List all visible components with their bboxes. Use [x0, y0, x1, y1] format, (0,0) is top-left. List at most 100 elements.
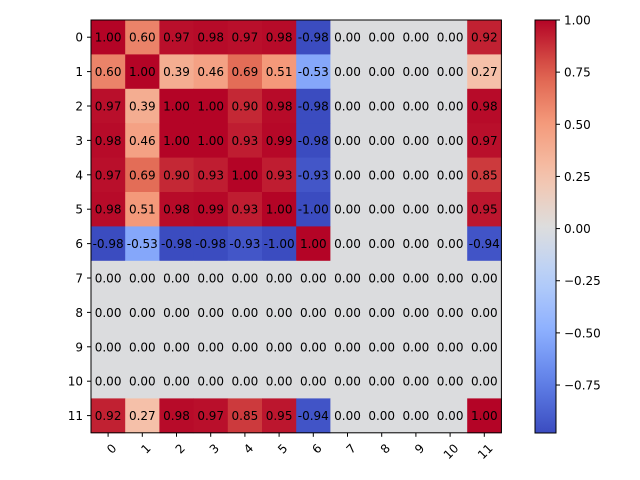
- colorbar-tick-label-0: 1.00: [564, 14, 591, 28]
- cell-label-9-7: 0.00: [334, 340, 361, 354]
- y-tick-label-1: 1: [75, 65, 83, 79]
- cell-label-5-11: 0.95: [471, 203, 498, 217]
- cell-label-8-8: 0.00: [368, 306, 395, 320]
- heatmap-cell-11-7: [330, 398, 365, 434]
- cell-label-6-9: 0.00: [403, 237, 430, 251]
- cell-label-8-3: 0.00: [197, 306, 224, 320]
- cell-label-9-2: 0.00: [163, 340, 190, 354]
- cell-label-11-2: 0.98: [163, 409, 190, 423]
- plot-frame: [90, 19, 502, 434]
- heatmap-cell-7-1: [125, 260, 160, 296]
- cell-label-4-9: 0.00: [403, 168, 430, 182]
- heatmap-cell-3-8: [364, 123, 400, 158]
- cell-label-0-5: 0.98: [266, 31, 293, 45]
- heatmap-cell-10-8: [364, 364, 400, 399]
- heatmap-cell-4-7: [330, 157, 365, 193]
- cell-label-1-2: 0.39: [163, 65, 190, 79]
- heatmap-cell-11-10: [433, 398, 468, 434]
- cell-label-2-2: 1.00: [163, 100, 190, 114]
- cell-label-1-6: -0.53: [298, 65, 329, 79]
- cell-label-5-4: 0.93: [232, 203, 259, 217]
- heatmap-cell-2-8: [364, 88, 400, 124]
- heatmap-cell-6-6: [296, 226, 331, 262]
- cell-label-11-11: 1.00: [471, 409, 498, 423]
- heatmap-cell-9-4: [227, 329, 263, 365]
- cell-label-7-0: 0.00: [95, 272, 122, 286]
- cell-label-6-0: -0.98: [93, 237, 124, 251]
- cell-label-6-6: 1.00: [300, 237, 327, 251]
- heatmap-cell-6-9: [398, 226, 434, 262]
- cell-label-11-3: 0.97: [197, 409, 224, 423]
- cell-label-3-2: 1.00: [163, 134, 190, 148]
- heatmap-cell-0-11: [467, 20, 502, 55]
- heatmap-cell-3-1: [125, 123, 160, 158]
- heatmap-cell-11-0: [91, 398, 126, 434]
- heatmap-cell-3-10: [433, 123, 468, 158]
- heatmap-cell-5-0: [91, 192, 126, 227]
- cell-label-8-4: 0.00: [232, 306, 259, 320]
- cell-label-1-1: 1.00: [129, 65, 156, 79]
- cell-label-0-8: 0.00: [368, 31, 395, 45]
- heatmap-cell-3-0: [91, 123, 126, 158]
- heatmap-cell-4-3: [193, 157, 229, 193]
- heatmap-cell-6-0: [91, 226, 126, 262]
- heatmap-cell-3-5: [262, 123, 297, 158]
- cell-label-9-4: 0.00: [232, 340, 259, 354]
- cell-label-6-11: -0.94: [469, 237, 500, 251]
- cell-label-6-10: 0.00: [437, 237, 464, 251]
- heatmap-cell-4-4: [227, 157, 263, 193]
- heatmap-cell-8-3: [193, 295, 229, 330]
- heatmap-cell-0-2: [159, 20, 194, 55]
- heatmap-cell-9-2: [159, 329, 194, 365]
- cell-label-8-9: 0.00: [403, 306, 430, 320]
- heatmap-cell-11-11: [467, 398, 502, 434]
- heatmap-cell-2-4: [227, 88, 263, 124]
- x-tick-label-4: 4: [241, 441, 256, 456]
- heatmap-cell-7-3: [193, 260, 229, 296]
- cell-label-6-5: -1.00: [264, 237, 295, 251]
- heatmap-cell-3-6: [296, 123, 331, 158]
- cell-label-10-11: 0.00: [471, 375, 498, 389]
- heatmap-cell-8-0: [91, 295, 126, 330]
- cell-label-4-10: 0.00: [437, 168, 464, 182]
- cell-label-1-4: 0.69: [232, 65, 259, 79]
- cell-label-3-3: 1.00: [197, 134, 224, 148]
- heatmap-cell-2-3: [193, 88, 229, 124]
- cell-label-4-7: 0.00: [334, 168, 361, 182]
- cell-label-7-7: 0.00: [334, 272, 361, 286]
- heatmap-cell-1-0: [91, 54, 126, 90]
- heatmap-cell-7-4: [227, 260, 263, 296]
- heatmap-cell-4-10: [433, 157, 468, 193]
- cell-label-1-11: 0.27: [471, 65, 498, 79]
- cell-label-3-9: 0.00: [403, 134, 430, 148]
- heatmap-cell-9-0: [91, 329, 126, 365]
- cell-label-0-3: 0.98: [197, 31, 224, 45]
- cell-label-7-2: 0.00: [163, 272, 190, 286]
- heatmap-cell-1-8: [364, 54, 400, 90]
- cell-label-1-7: 0.00: [334, 65, 361, 79]
- heatmap-cell-10-4: [227, 364, 263, 399]
- heatmap-cell-1-4: [227, 54, 263, 90]
- heatmap-cell-0-1: [125, 20, 160, 55]
- heatmap-cell-0-7: [330, 20, 365, 55]
- cell-label-2-5: 0.98: [266, 100, 293, 114]
- heatmap-cell-5-2: [159, 192, 194, 227]
- cell-label-6-2: -0.98: [161, 237, 192, 251]
- cell-label-2-3: 1.00: [197, 100, 224, 114]
- heatmap-cell-6-11: [467, 226, 502, 262]
- cell-label-0-1: 0.60: [129, 31, 156, 45]
- cell-label-6-1: -0.53: [127, 237, 158, 251]
- heatmap-cell-2-10: [433, 88, 468, 124]
- heatmap-cell-0-9: [398, 20, 434, 55]
- cell-label-7-9: 0.00: [403, 272, 430, 286]
- heatmap-cell-11-8: [364, 398, 400, 434]
- cell-label-2-0: 0.97: [95, 100, 122, 114]
- cell-label-1-9: 0.00: [403, 65, 430, 79]
- heatmap-cell-6-1: [125, 226, 160, 262]
- heatmap-cell-7-7: [330, 260, 365, 296]
- cell-label-10-8: 0.00: [368, 375, 395, 389]
- cell-label-5-1: 0.51: [129, 203, 156, 217]
- heatmap-cell-4-11: [467, 157, 502, 193]
- cell-label-11-9: 0.00: [403, 409, 430, 423]
- y-tick-label-10: 10: [68, 375, 83, 389]
